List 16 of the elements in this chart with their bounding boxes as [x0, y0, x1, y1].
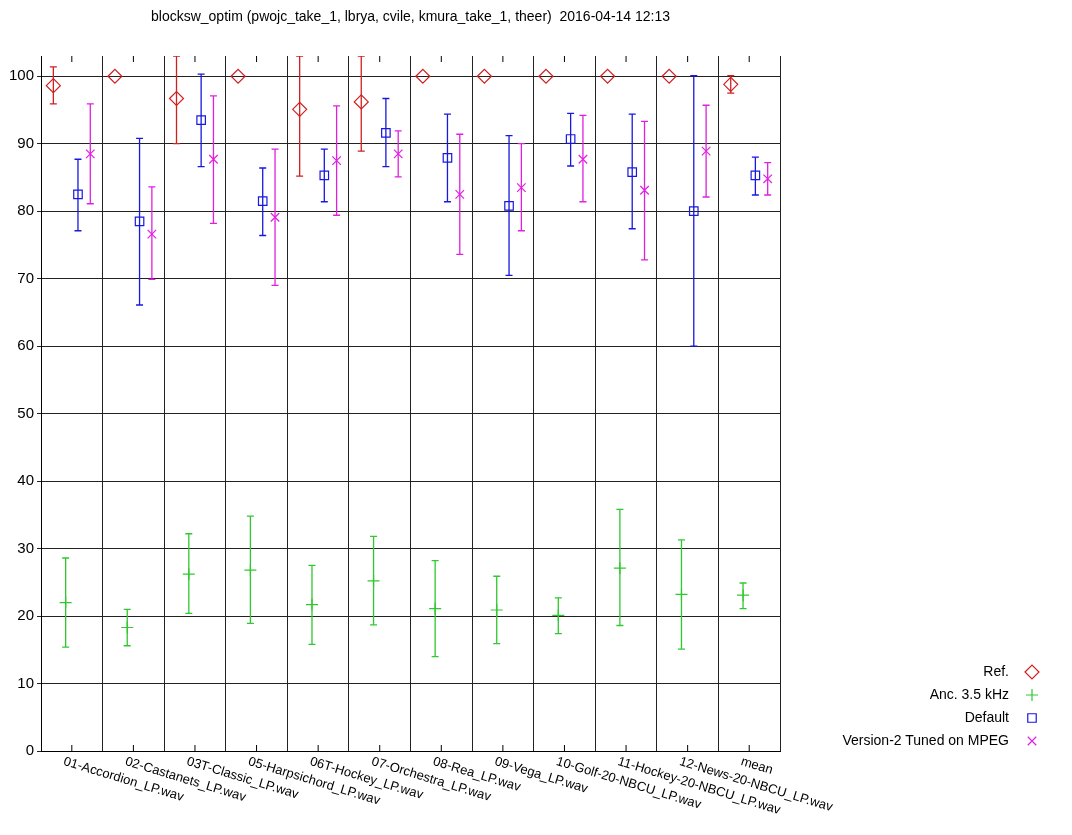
legend-label: Ref.: [983, 662, 1009, 679]
chart-title: blocksw_optim (pwojc_take_1, lbrya, cvile, kmura_take_1, theer) 2016-04-14 12:13: [150, 7, 671, 24]
y-tick-label: 0: [25, 741, 35, 759]
y-tick-label: 20: [17, 606, 35, 624]
y-tick-label: 90: [17, 133, 35, 151]
y-tick-label: 30: [17, 538, 35, 556]
y-tick-label: 50: [17, 403, 35, 421]
legend-label: Default: [964, 708, 1010, 725]
y-tick-label: 70: [17, 268, 35, 286]
y-tick-label: 60: [17, 336, 35, 354]
y-tick-label: 100: [9, 66, 35, 84]
y-tick-label: 10: [17, 673, 35, 691]
legend-label: Version-2 Tuned on MPEG: [842, 731, 1009, 748]
y-tick-label: 40: [17, 471, 35, 489]
legend-label: Anc. 3.5 kHz: [929, 685, 1009, 702]
y-tick-label: 80: [17, 201, 35, 219]
